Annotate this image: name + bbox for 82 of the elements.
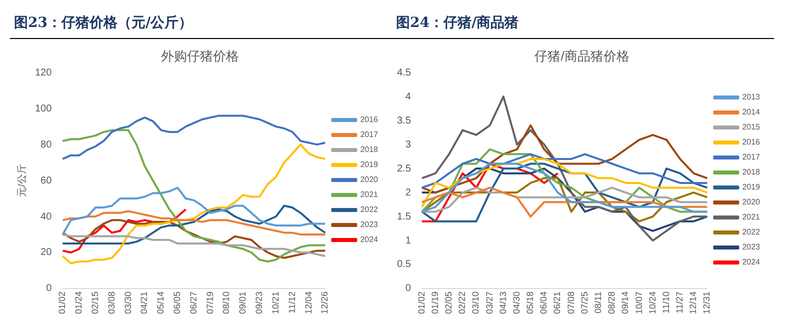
x-tick-label: 10/24 xyxy=(647,291,658,314)
y-tick-label: 0 xyxy=(405,283,412,294)
y-tick-label: 120 xyxy=(34,67,52,78)
legend-label: 2022 xyxy=(742,228,761,237)
x-tick-label: 03/30 xyxy=(122,291,133,314)
x-tick-label: 03/10 xyxy=(470,291,481,314)
x-tick-label: 02/05 xyxy=(444,291,454,314)
y-tick-label: 1 xyxy=(405,235,412,246)
x-tick-label: 12/26 xyxy=(320,291,330,314)
x-tick-label: 08/28 xyxy=(606,291,617,314)
legend-label: 2024 xyxy=(742,258,761,267)
y-tick-label: 4 xyxy=(405,91,412,102)
legend-label: 2017 xyxy=(742,152,761,162)
legend-label: 2019 xyxy=(742,182,761,192)
legend-label: 2019 xyxy=(360,160,379,170)
x-tick-label: 09/14 xyxy=(620,291,630,314)
legend-label: 2018 xyxy=(360,145,379,154)
x-tick-label: 04/13 xyxy=(498,291,508,314)
legend-label: 2023 xyxy=(742,242,761,252)
x-tick-label: 06/04 xyxy=(538,291,549,314)
y-axis-title: 元/公斤 xyxy=(16,164,28,197)
legend-label: 2016 xyxy=(360,115,379,124)
x-tick-label: 04/30 xyxy=(511,291,522,314)
x-tick-label: 10/07 xyxy=(634,291,644,314)
y-tick-label: 20 xyxy=(40,247,52,258)
x-tick-label: 06/27 xyxy=(188,291,198,314)
legend-label: 2023 xyxy=(360,220,379,230)
legend-label: 2016 xyxy=(742,138,761,147)
x-tick-label: 05/18 xyxy=(525,291,536,314)
y-tick-label: 3 xyxy=(405,139,412,150)
legend-label: 2021 xyxy=(742,212,761,222)
x-tick-label: 11/10 xyxy=(660,291,671,314)
x-tick-label: 11/12 xyxy=(286,291,297,314)
x-tick-label: 03/08 xyxy=(106,291,116,314)
chart-subtitle: 外购仔猪价格 xyxy=(161,48,239,64)
x-tick-label: 06/05 xyxy=(172,291,182,314)
legend-label: 2020 xyxy=(360,175,379,184)
chart-title: 图23：仔猪价格（元/公斤） xyxy=(10,14,392,39)
y-tick-label: 60 xyxy=(40,175,52,186)
x-tick-label: 09/01 xyxy=(238,291,248,314)
x-tick-label: 09/23 xyxy=(254,291,264,314)
y-tick-label: 4.5 xyxy=(396,67,412,78)
chart-subtitle: 仔猪/商品猪价格 xyxy=(534,48,630,64)
legend-label: 2013 xyxy=(742,92,761,102)
y-tick-label: 2 xyxy=(405,187,412,198)
y-tick-label: 1.5 xyxy=(396,211,412,222)
x-tick-label: 08/11 xyxy=(593,291,603,314)
x-tick-label: 12/31 xyxy=(702,291,712,314)
legend-label: 2021 xyxy=(360,190,379,200)
legend-label: 2017 xyxy=(360,130,379,140)
y-tick-label: 3.5 xyxy=(396,115,412,126)
y-tick-label: 0 xyxy=(46,283,52,294)
y-tick-label: 40 xyxy=(40,211,52,222)
x-tick-label: 12/14 xyxy=(688,291,698,314)
chart-title: 图24：仔猪/商品猪 xyxy=(392,14,774,39)
x-tick-label: 05/14 xyxy=(156,291,166,314)
x-tick-label: 01/02 xyxy=(416,291,426,314)
legend-label: 2014 xyxy=(742,108,761,117)
x-tick-label: 08/10 xyxy=(221,291,232,314)
x-tick-label: 03/27 xyxy=(484,291,494,314)
x-tick-label: 01/19 xyxy=(430,291,440,314)
x-tick-label: 02/15 xyxy=(90,291,100,314)
x-tick-label: 01/24 xyxy=(74,291,84,314)
x-tick-label: 02/22 xyxy=(457,291,468,314)
x-tick-label: 06/21 xyxy=(552,291,562,314)
x-tick-label: 04/21 xyxy=(139,291,150,314)
legend-label: 2024 xyxy=(360,235,379,244)
legend-label: 2015 xyxy=(742,122,761,132)
x-tick-label: 10/21 xyxy=(270,291,280,314)
legend-label: 2022 xyxy=(360,205,379,214)
y-tick-label: 100 xyxy=(34,103,52,114)
y-tick-label: 0.5 xyxy=(396,259,412,270)
y-tick-label: 2.5 xyxy=(396,163,412,174)
x-tick-label: 12/04 xyxy=(303,291,314,314)
x-tick-label: 07/25 xyxy=(579,291,590,314)
x-tick-label: 01/02 xyxy=(57,291,68,314)
x-tick-label: 11/27 xyxy=(674,291,685,314)
legend-label: 2018 xyxy=(742,168,761,177)
x-tick-label: 07/08 xyxy=(566,291,576,314)
x-tick-label: 07/19 xyxy=(204,291,215,314)
legend-label: 2020 xyxy=(742,198,761,207)
y-tick-label: 80 xyxy=(40,139,52,150)
